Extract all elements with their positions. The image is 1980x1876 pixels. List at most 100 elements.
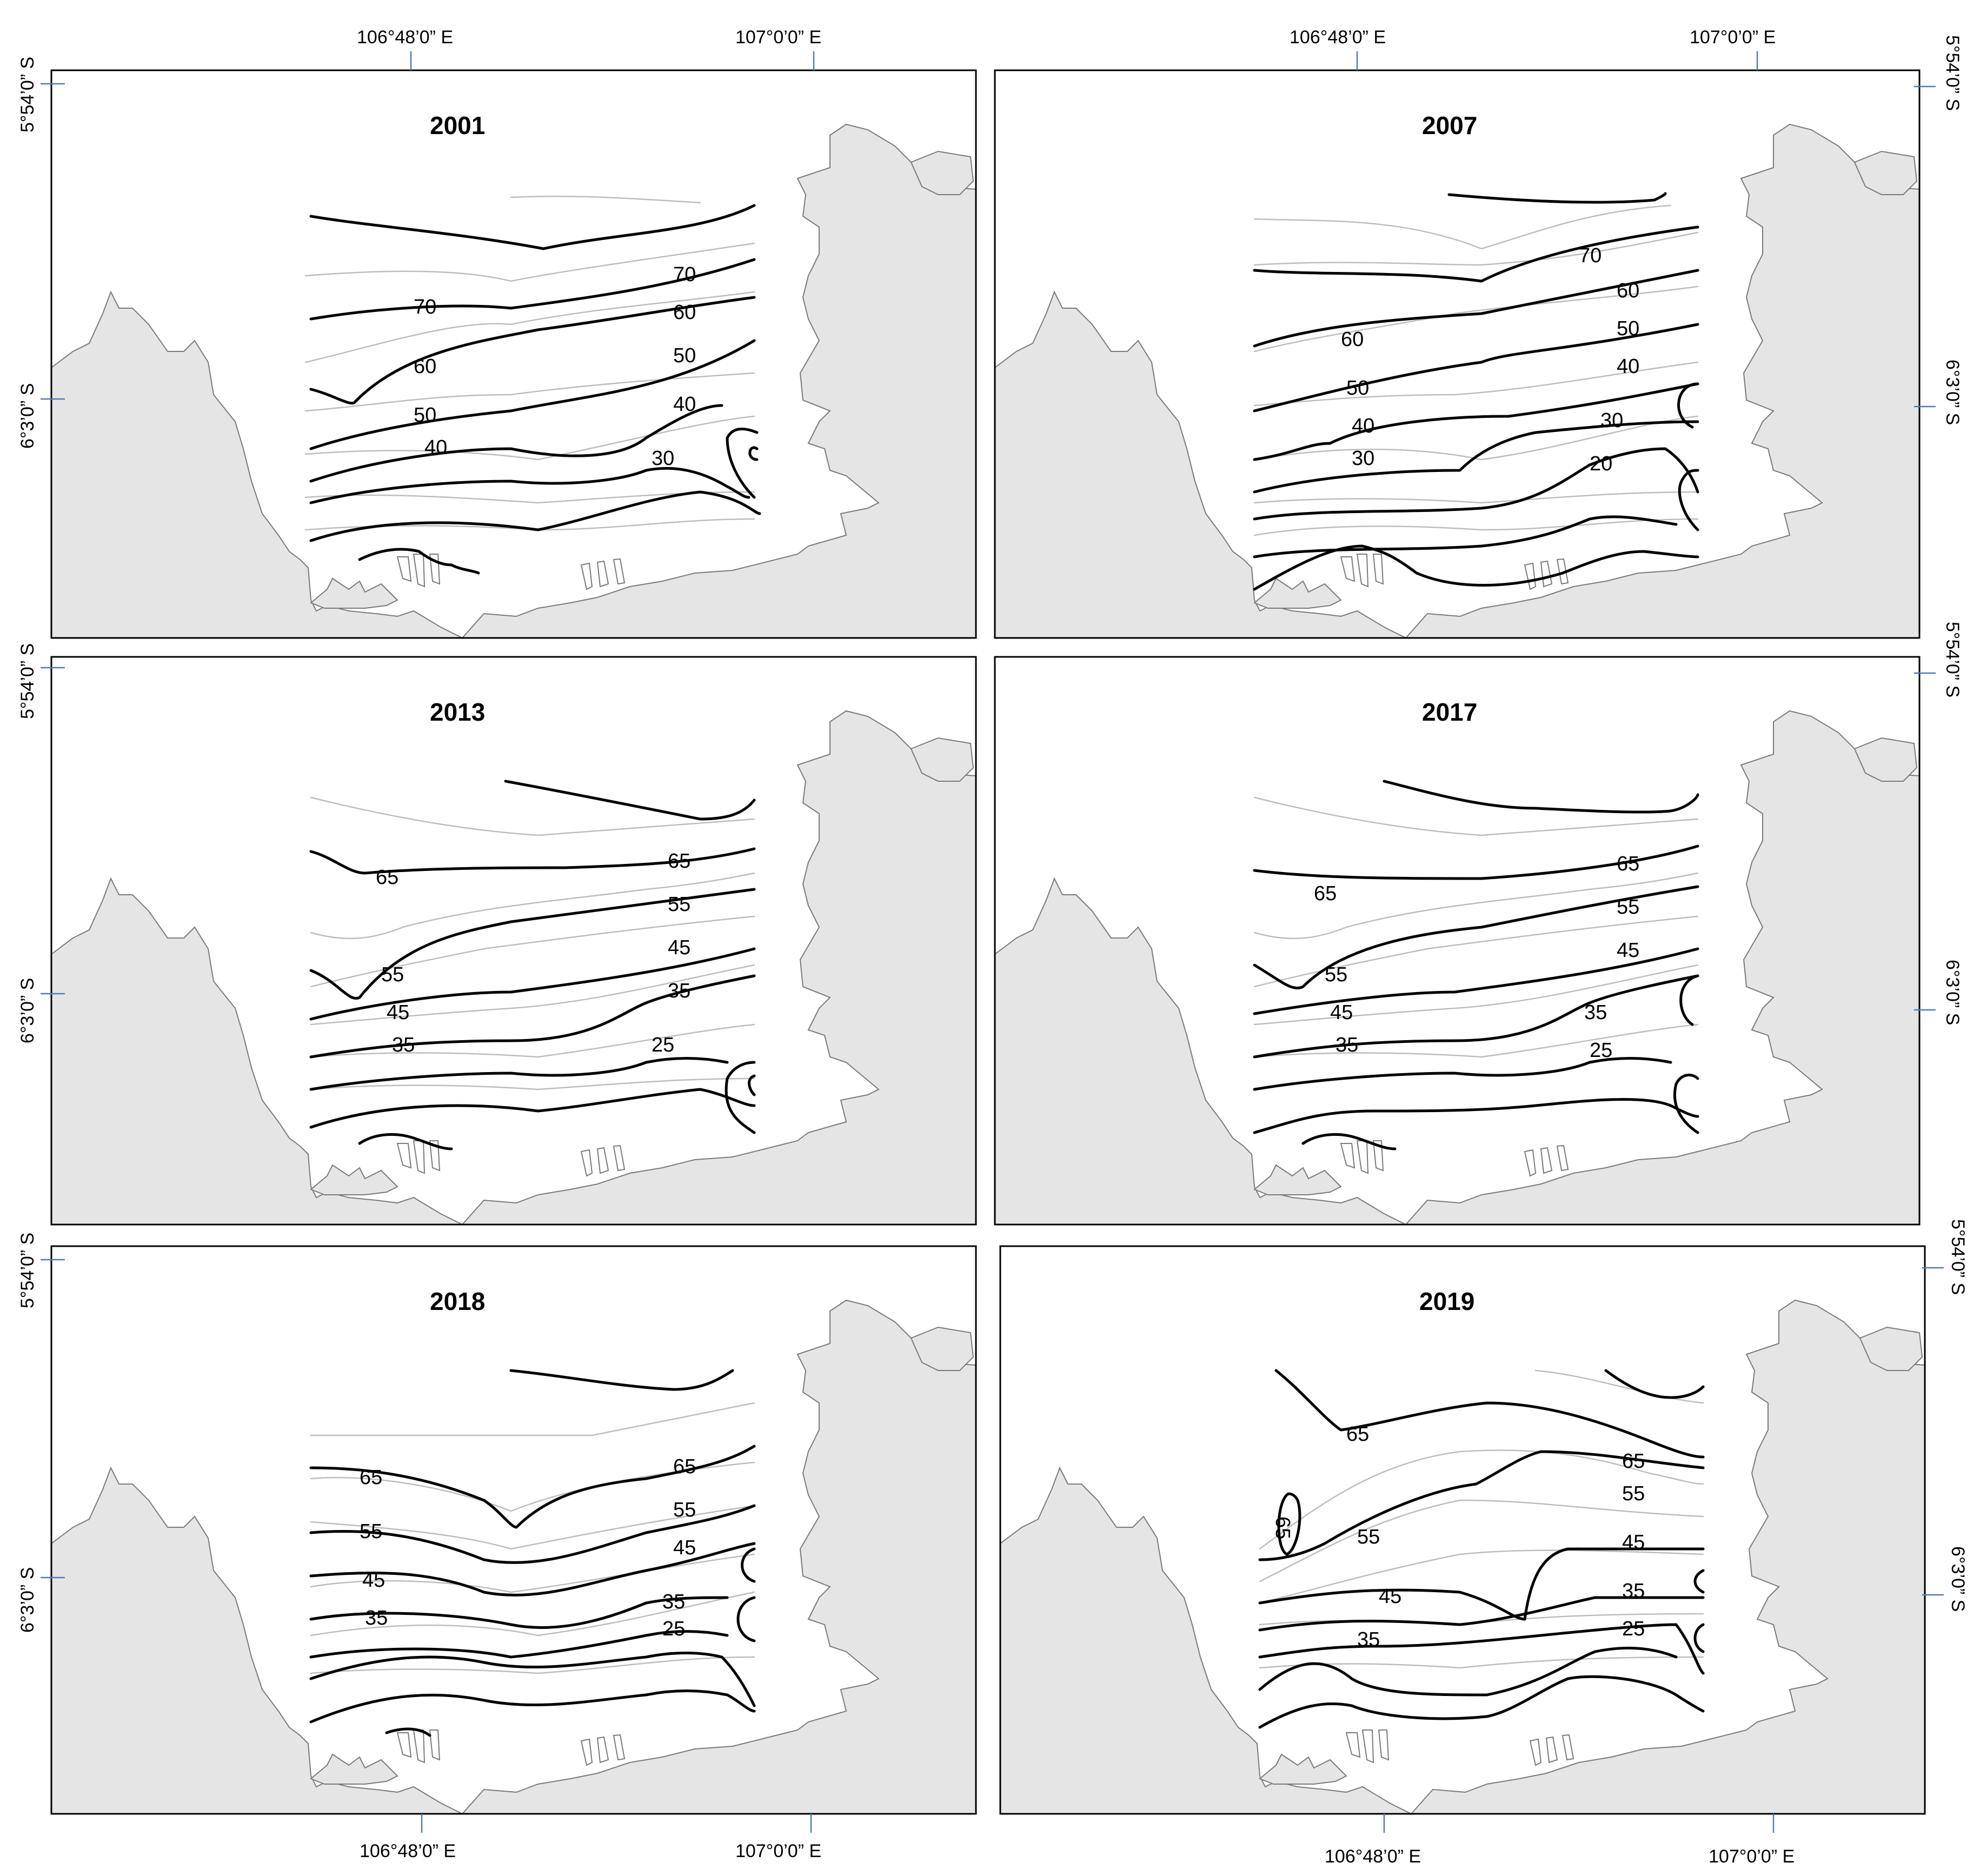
contour-label: 60 (414, 355, 436, 378)
contour-label: 55 (1325, 963, 1347, 986)
contour-label: 35 (1357, 1628, 1380, 1651)
contour-line (1258, 1450, 1705, 1561)
contour-label: 55 (673, 1499, 696, 1521)
contour-label: 65 (673, 1455, 696, 1478)
contour-label: 50 (1617, 317, 1639, 340)
contour-line (1673, 1073, 1699, 1134)
contour-line (309, 296, 756, 405)
latitude-label: 5°54’0” S (17, 643, 38, 719)
contour-line (309, 1630, 729, 1659)
panel-year-label: 2013 (430, 698, 485, 726)
bottom-longitude-axis: 106°48’0” E 107°0’0” E 106°48’0” E 107°0… (360, 1814, 1795, 1867)
panel-year-label: 2019 (1419, 1287, 1474, 1315)
contour-label: 45 (1379, 1585, 1401, 1608)
contour-line (1258, 1596, 1705, 1632)
major-contours (309, 780, 756, 1150)
contour-label: 65 (668, 850, 690, 873)
latitude-label: 5°54’0” S (1942, 622, 1963, 697)
contour-label: 65 (376, 866, 398, 889)
contour-line (1274, 1369, 1705, 1459)
panel-year-label: 2001 (430, 111, 485, 139)
contour-line (1693, 1623, 1705, 1653)
contour-line (748, 446, 759, 461)
contour-line (1678, 469, 1699, 531)
longitude-label: 106°48’0” E (360, 1841, 456, 1861)
contour-label: 30 (652, 447, 674, 470)
contour-line (309, 974, 756, 1059)
contour-line (309, 1596, 729, 1629)
contour-line (309, 1542, 756, 1596)
contour-label: 70 (1579, 244, 1602, 267)
panel-year-label: 2017 (1422, 698, 1477, 726)
contour-line (1253, 447, 1699, 521)
latitude-label: 5°54’0” S (17, 57, 38, 132)
latitude-label: 6°3’0” S (17, 978, 38, 1043)
latitude-label: 6°3’0” S (1948, 1546, 1968, 1612)
minor-contours (1253, 796, 1699, 1058)
longitude-label: 107°0’0” E (735, 27, 821, 48)
contour-label: 60 (673, 301, 696, 324)
contour-line (1258, 1675, 1705, 1729)
contour-line (1253, 947, 1699, 1015)
longitude-label: 107°0’0” E (735, 1841, 821, 1861)
right-latitude-axis: 5°54’0” S 6°3’0” S 5°54’0” S 6°3’0” S 5°… (1914, 35, 1968, 1612)
contour-label: 65 (1271, 1516, 1294, 1539)
panel-2001: 70 70 60 60 50 50 40 40 30 2001 (50, 69, 977, 639)
contour-label: 20 (1590, 453, 1612, 475)
major-contours (309, 1369, 756, 1737)
contour-line (1253, 420, 1699, 494)
latitude-label: 6°3’0” S (17, 383, 38, 449)
contour-label: 55 (360, 1520, 382, 1543)
contour-label: 30 (1600, 409, 1623, 432)
contour-line (726, 427, 759, 499)
contour-label: 35 (392, 1034, 415, 1056)
contour-line (385, 1727, 431, 1737)
contour-label: 50 (414, 404, 436, 427)
contour-label: 65 (360, 1466, 382, 1489)
contour-label: 55 (1357, 1526, 1380, 1548)
minor-contours (310, 1402, 755, 1674)
contour-line (1253, 269, 1699, 348)
panel-2019: 65 65 65 55 55 45 45 35 35 25 2019 (999, 1245, 1926, 1815)
longitude-label: 106°48’0” E (357, 27, 453, 48)
contour-label: 65 (1617, 853, 1639, 875)
contour-labels: 65 65 55 55 45 45 35 35 25 (1314, 853, 1639, 1062)
contour-line (748, 1074, 756, 1096)
major-contours (1258, 1369, 1705, 1729)
contour-labels: 70 60 60 50 50 40 40 30 30 20 (1341, 244, 1639, 475)
panel-2007: 70 60 60 50 50 40 40 30 30 20 2007 (994, 69, 1921, 639)
contour-label: 25 (652, 1034, 674, 1056)
contour-line (309, 847, 756, 875)
latitude-label: 5°54’0” S (1948, 1219, 1968, 1295)
contour-label: 35 (365, 1607, 388, 1629)
minor-contours (1253, 204, 1699, 536)
contour-label: 45 (673, 1536, 696, 1559)
contour-label: 55 (1617, 896, 1639, 919)
latitude-label: 6°3’0” S (17, 1567, 38, 1633)
contour-line (725, 1061, 756, 1134)
contour-line (509, 1369, 734, 1391)
contour-label: 65 (1622, 1450, 1645, 1473)
contour-line (1383, 780, 1699, 814)
contour-line (309, 467, 750, 504)
contour-line (1253, 1057, 1672, 1091)
contour-label: 40 (673, 393, 696, 416)
contour-label: 40 (1352, 415, 1374, 437)
panel-year-label: 2018 (430, 1287, 485, 1315)
contour-line (450, 563, 480, 575)
contour-line (1258, 1623, 1705, 1675)
contour-line (358, 548, 453, 567)
contour-line (309, 888, 756, 1000)
contour-line (1301, 1133, 1397, 1150)
contour-label: 45 (362, 1569, 385, 1592)
contour-label: 60 (1341, 328, 1364, 351)
contour-label: 35 (1622, 1580, 1645, 1602)
contour-line (309, 404, 723, 483)
contour-label: 55 (668, 893, 690, 916)
longitude-label: 107°0’0” E (1690, 27, 1776, 48)
contour-label: 45 (387, 1001, 409, 1024)
contour-line (358, 1133, 453, 1150)
contour-label: 35 (662, 1591, 685, 1613)
contour-label: 25 (1622, 1618, 1645, 1640)
